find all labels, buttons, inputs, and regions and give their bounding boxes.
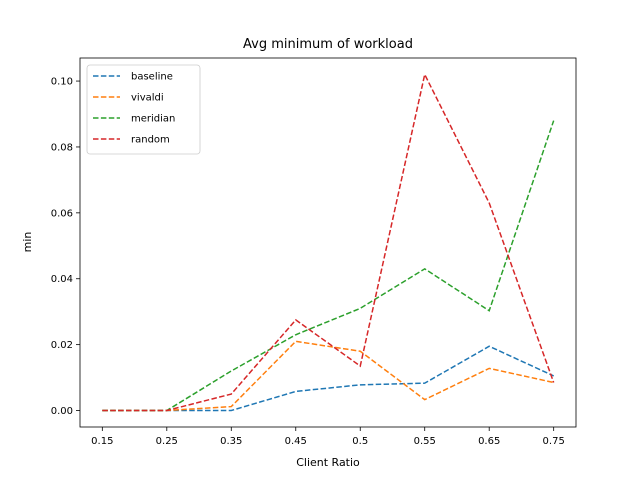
legend-label-baseline: baseline bbox=[131, 72, 173, 83]
x-tick-label: 0.55 bbox=[414, 436, 436, 447]
x-tick-label: 0.15 bbox=[91, 436, 113, 447]
series-line-meridian bbox=[102, 120, 555, 412]
series-line-vivaldi bbox=[102, 340, 554, 412]
x-tick-label: 0.25 bbox=[156, 436, 178, 447]
series-layer bbox=[102, 72, 555, 412]
x-tick-label: 0.5 bbox=[352, 436, 368, 447]
y-axis-label: min bbox=[21, 232, 34, 253]
x-axis-label: Client Ratio bbox=[296, 456, 360, 469]
series-line-random bbox=[102, 72, 555, 412]
x-tick-label: 0.45 bbox=[285, 436, 307, 447]
y-tick-label: 0.10 bbox=[51, 77, 73, 88]
y-tick-label: 0.06 bbox=[51, 208, 73, 219]
x-tick-label: 0.35 bbox=[220, 436, 242, 447]
legend: baseline vivaldi meridian random bbox=[86, 64, 201, 155]
chart-title: Avg minimum of workload bbox=[243, 37, 413, 52]
legend-box bbox=[86, 64, 201, 155]
legend-label-vivaldi: vivaldi bbox=[131, 93, 164, 104]
axes-layer: 0.15 0.25 0.35 0.45 0.5 0.55 0.65 0.75 0.00 0.02 0… bbox=[51, 57, 577, 447]
y-tick-label: 0.02 bbox=[51, 340, 73, 351]
x-tick-label: 0.75 bbox=[543, 436, 565, 447]
legend-label-meridian: meridian bbox=[131, 114, 175, 125]
y-tick-label: 0.08 bbox=[51, 142, 73, 153]
legend-label-random: random bbox=[131, 135, 170, 146]
y-tick-label: 0.04 bbox=[51, 274, 73, 285]
plot-frame bbox=[79, 57, 577, 428]
x-tick-label: 0.65 bbox=[478, 436, 500, 447]
y-tick-label: 0.00 bbox=[51, 406, 73, 417]
